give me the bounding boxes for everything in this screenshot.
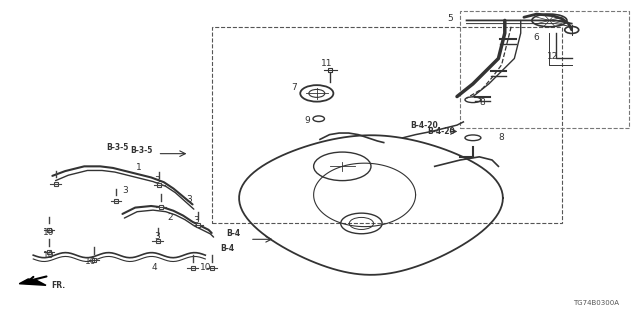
Text: B-3-5: B-3-5 [106,143,129,153]
Text: 6: 6 [534,33,540,42]
Polygon shape [19,279,46,285]
Text: 12: 12 [547,52,558,61]
Text: B-4-20: B-4-20 [410,121,438,130]
Text: 9: 9 [305,116,310,125]
Text: TG74B0300A: TG74B0300A [573,300,620,306]
Text: 11: 11 [321,59,332,68]
Text: 10: 10 [44,228,55,237]
Text: 3: 3 [155,232,161,241]
Text: B-3-5: B-3-5 [131,146,153,155]
Text: FR.: FR. [52,281,66,290]
Text: 2: 2 [168,212,173,222]
Text: 8: 8 [499,133,504,142]
Text: 3: 3 [193,216,198,225]
Bar [212,27,562,223]
Text: B-4: B-4 [221,244,235,253]
Text: 5: 5 [448,14,454,23]
Text: 3: 3 [155,176,161,185]
Text: 3: 3 [186,195,192,204]
Bar [460,11,629,128]
Text: B-4-20: B-4-20 [427,127,455,136]
Text: 10: 10 [85,257,97,266]
Text: 10: 10 [44,251,55,260]
Text: 8: 8 [479,99,485,108]
Text: 7: 7 [292,83,298,92]
Text: 10: 10 [200,263,211,272]
Text: 3: 3 [123,186,129,195]
Text: B-4: B-4 [226,229,241,238]
Text: 1: 1 [136,164,141,172]
Text: 4: 4 [152,263,157,272]
